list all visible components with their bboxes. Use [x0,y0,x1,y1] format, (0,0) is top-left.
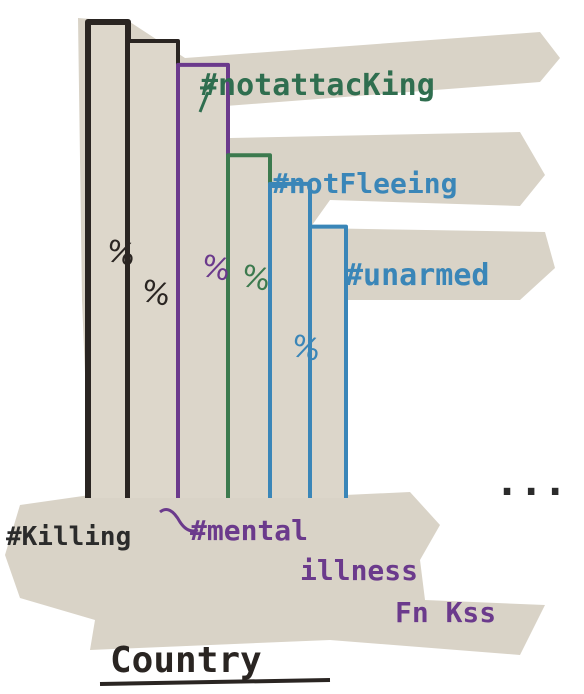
bar-3-percent-mark: % [198,249,233,289]
annotation-ellipsis: ... [495,459,567,505]
x-axis-label: Country [110,640,262,681]
bar-6-percent-mark: % [288,329,323,369]
annotation-illness: illness [300,554,418,587]
bar-4-percent-mark: % [238,259,273,299]
bar-2-percent-mark: % [138,274,173,314]
bar-label-notfleeing: #notFleeing [272,167,457,200]
annotation-mental: #mental [190,514,308,547]
bar-label-killing: #Killing [6,522,131,552]
connector-stroke [159,508,199,533]
bar-4 [226,153,272,498]
bar-1-percent-mark: % [103,234,138,274]
bar-6 [308,224,348,498]
x-axis-underline [99,678,331,686]
bar-label-notattacking: #notattacKing [200,68,435,103]
annotation-fnkss: Fn Kss [395,596,496,629]
connector-stroke [198,78,217,113]
bar-label-unarmed: #unarmed [345,258,490,293]
bar-2 [126,39,180,498]
